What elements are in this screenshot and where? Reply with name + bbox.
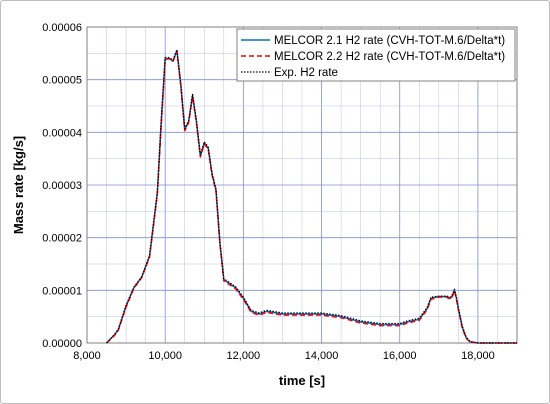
y-tick-label: 0.00002 (42, 233, 82, 245)
series-line-2 (106, 49, 517, 344)
y-tick-label: 0.00001 (42, 285, 82, 297)
series-layer (106, 49, 517, 344)
x-tick-label: 16,000 (383, 350, 417, 362)
legend: MELCOR 2.1 H2 rate (CVH-TOT-M.6/Delta*t)… (236, 28, 516, 82)
legend-label-melcor-2-2: MELCOR 2.2 H2 rate (CVH-TOT-M.6/Delta*t) (274, 51, 505, 63)
series-line-0 (106, 49, 517, 344)
x-tick-label: 8,000 (73, 350, 101, 362)
axis-ticks: 0.00000 0.00001 0.00002 0.00003 0.00004 0.000… (42, 22, 495, 362)
x-tick-label: 18,000 (461, 350, 495, 362)
y-tick-label: 0.00000 (42, 338, 82, 350)
legend-label-melcor-2-1: MELCOR 2.1 H2 rate (CVH-TOT-M.6/Delta*t) (274, 35, 505, 47)
y-tick-label: 0.00003 (42, 180, 82, 192)
legend-label-exp: Exp. H2 rate (274, 67, 338, 79)
y-tick-label: 0.00004 (42, 127, 82, 139)
y-tick-label: 0.00005 (42, 75, 82, 87)
y-tick-label: 0.00006 (42, 22, 82, 34)
x-tick-label: 10,000 (148, 350, 182, 362)
y-axis-title: Mass rate [kg/s] (11, 136, 26, 234)
x-axis-title: time [s] (279, 373, 325, 388)
x-tick-label: 12,000 (227, 350, 261, 362)
plot-area (86, 26, 518, 344)
legend-box (236, 28, 516, 82)
series-line-1 (106, 51, 517, 344)
x-tick-label: 14,000 (305, 350, 339, 362)
